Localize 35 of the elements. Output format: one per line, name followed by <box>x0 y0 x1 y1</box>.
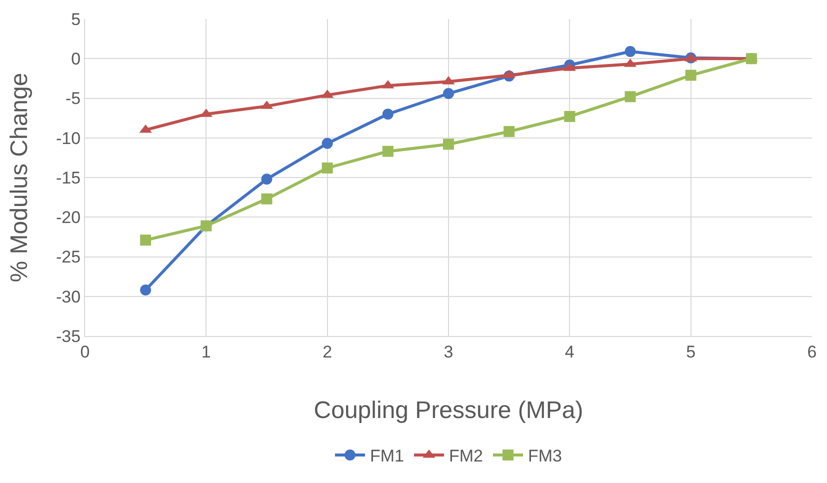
y-tick-label: 5 <box>71 10 81 29</box>
point <box>382 108 394 120</box>
x-tick-label: 5 <box>686 342 696 362</box>
point <box>382 146 394 157</box>
x-tick-label: 3 <box>444 342 454 362</box>
y-tick-label: -10 <box>56 128 81 148</box>
x-tick-label: 1 <box>201 342 211 362</box>
point <box>443 138 454 150</box>
y-tick-label: -20 <box>56 208 81 228</box>
point <box>685 70 696 81</box>
point <box>140 284 152 296</box>
legend-label: FM3 <box>528 446 562 466</box>
y-tick-label: -30 <box>56 287 81 306</box>
point <box>624 46 636 57</box>
y-tick-label: -15 <box>56 168 81 188</box>
y-tick-label: -35 <box>56 326 81 346</box>
point <box>564 110 576 122</box>
legend-label: FM2 <box>449 446 483 466</box>
x-tick-label: 6 <box>807 342 817 362</box>
point <box>624 91 636 102</box>
y-tick-label: 0 <box>71 50 81 69</box>
y-tick-label: -25 <box>56 248 81 267</box>
point <box>443 88 454 99</box>
point <box>322 162 333 174</box>
point <box>140 234 152 246</box>
y-axis-title: % Modulus Change <box>6 72 33 282</box>
x-tick-label: 2 <box>322 342 332 362</box>
x-axis-title: Coupling Pressure (MPa) <box>314 397 584 424</box>
x-tick-label: 4 <box>564 342 574 362</box>
legend-label: FM1 <box>370 446 404 466</box>
point <box>504 126 515 138</box>
y-tick-label: -5 <box>65 89 81 108</box>
point <box>261 174 272 185</box>
point <box>261 193 272 204</box>
point <box>322 138 333 149</box>
